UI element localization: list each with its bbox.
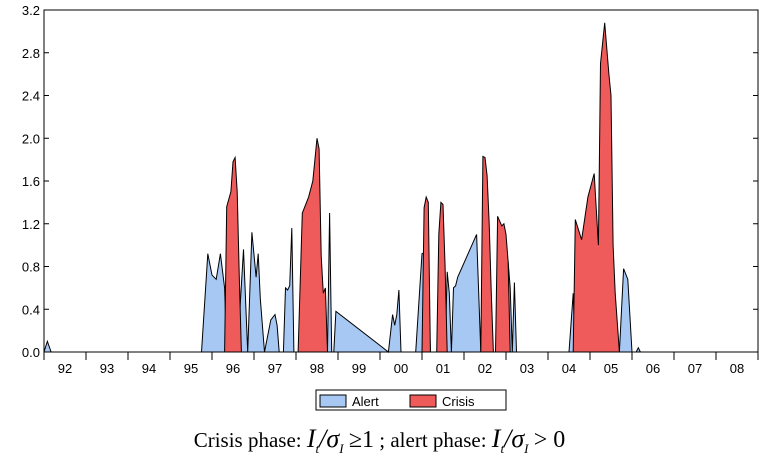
- x-tick-label: 06: [646, 361, 660, 376]
- sub-t-alert: t: [500, 441, 505, 456]
- legend-swatch-crisis: [409, 394, 437, 408]
- var-i-crisis: I: [306, 424, 316, 453]
- x-tick-label: 07: [688, 361, 702, 376]
- x-axis: 92 93 94 95 96 97 98 99 00 01 02 03 04 05 06 07 08: [43, 352, 759, 376]
- y-tick-label: 3.2: [22, 3, 40, 18]
- y-tick-label: 0.0: [22, 345, 40, 360]
- sigma-alert: σ: [511, 424, 525, 453]
- crisis-relation: ≥1: [348, 427, 374, 453]
- x-tick-label: 97: [268, 361, 282, 376]
- slash-alert: /: [504, 424, 512, 453]
- x-tick-label: 01: [436, 361, 450, 376]
- var-i-alert: I: [491, 424, 501, 453]
- x-tick-label: 96: [226, 361, 240, 376]
- y-tick-label: 1.2: [22, 217, 40, 232]
- x-tick-label: 00: [394, 361, 408, 376]
- plot-frame: [43, 9, 759, 353]
- sub-t-crisis: t: [315, 441, 320, 456]
- legend: Alert Crisis: [315, 389, 507, 411]
- x-tick-label: 99: [352, 361, 366, 376]
- series-crisis-line: [224, 22, 620, 353]
- legend-label-crisis: Crisis: [442, 394, 475, 409]
- chart-canvas: 0.0 0.4 0.8 1.2 1.6 2.0 2.4 2.8 3.2 92 93 94 95 96 97…: [22, 3, 759, 411]
- legend-label-alert: Alert: [352, 394, 379, 409]
- x-tick-label: 04: [562, 361, 576, 376]
- crisis-phase-label: Crisis phase:: [193, 428, 302, 452]
- x-tick-label: 92: [58, 361, 72, 376]
- slash-crisis: /: [319, 424, 327, 453]
- x-tick-label: 02: [478, 361, 492, 376]
- series-crisis-area: [224, 22, 620, 352]
- sub-i-alert: I: [524, 441, 529, 456]
- alert-relation: > 0: [533, 427, 566, 453]
- x-tick-label: 94: [142, 361, 156, 376]
- series-alert-area: [44, 213, 645, 352]
- plot-area: [43, 9, 759, 353]
- x-tick-label: 03: [520, 361, 534, 376]
- y-tick-label: 0.8: [22, 260, 40, 275]
- y-tick-label: 2.8: [22, 46, 40, 61]
- formula-caption: Crisis phase: It/σI ≥1 ; alert phase: It…: [0, 424, 759, 457]
- sigma-crisis: σ: [326, 424, 340, 453]
- x-tick-label: 95: [184, 361, 198, 376]
- x-tick-label: 98: [310, 361, 324, 376]
- y-tick-label: 2.0: [22, 131, 40, 146]
- x-tick-label: 05: [604, 361, 618, 376]
- separator: ;: [379, 428, 386, 452]
- legend-swatch-alert: [319, 394, 347, 408]
- y-tick-label: 1.6: [22, 174, 40, 189]
- y-tick-label: 2.4: [22, 89, 40, 104]
- x-tick-label: 08: [730, 361, 744, 376]
- y-tick-label: 0.4: [22, 302, 40, 317]
- sub-i-crisis: I: [339, 441, 344, 456]
- y-axis: 0.0 0.4 0.8 1.2 1.6 2.0 2.4 2.8 3.2: [22, 3, 758, 360]
- alert-phase-label: alert phase:: [390, 428, 487, 452]
- x-tick-label: 93: [100, 361, 114, 376]
